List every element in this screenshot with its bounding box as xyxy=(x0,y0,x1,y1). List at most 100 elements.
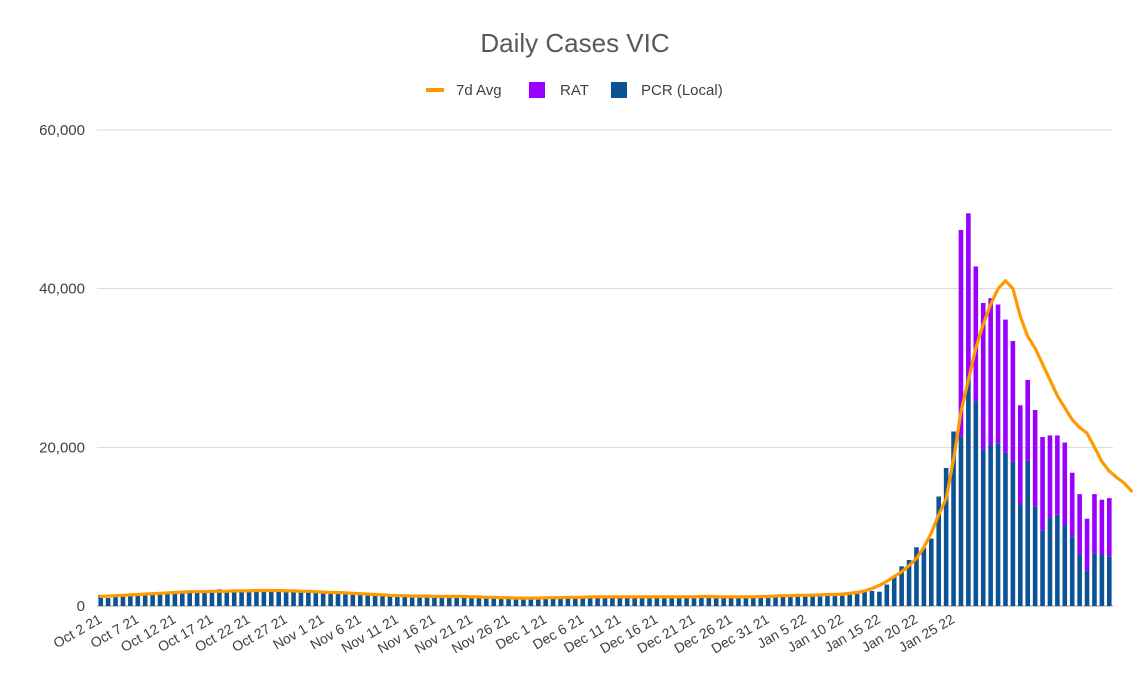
bar-pcr xyxy=(120,594,126,606)
bar-pcr xyxy=(1092,553,1097,606)
bar-pcr xyxy=(691,596,697,606)
bar-pcr xyxy=(832,596,838,606)
bar-pcr xyxy=(298,590,304,606)
bar-pcr xyxy=(773,596,778,606)
bar-rat xyxy=(1032,410,1038,507)
bar-pcr xyxy=(662,597,667,606)
bar-pcr xyxy=(684,596,689,606)
bar-pcr xyxy=(617,596,623,606)
bar-pcr xyxy=(862,590,867,606)
bar-pcr xyxy=(372,594,378,606)
legend-label-7d-avg: 7d Avg xyxy=(456,82,502,99)
bar-pcr xyxy=(914,547,919,606)
bar-pcr xyxy=(1062,525,1068,606)
legend-label-pcr: PCR (Local) xyxy=(641,82,723,99)
bar-pcr xyxy=(506,598,511,606)
bar-pcr xyxy=(409,597,415,606)
y-tick-label: 20,000 xyxy=(39,439,85,456)
bar-pcr xyxy=(624,597,630,606)
bar-pcr xyxy=(884,584,890,606)
bar-pcr xyxy=(580,597,586,606)
avg-line-group xyxy=(99,279,1134,600)
bar-pcr xyxy=(380,595,385,606)
bar-rat xyxy=(1106,498,1112,557)
bar-pcr xyxy=(765,596,771,606)
bar-pcr xyxy=(573,597,578,606)
bar-pcr xyxy=(550,597,556,606)
bar-pcr xyxy=(343,592,348,606)
bar-pcr xyxy=(966,379,971,606)
bar-pcr xyxy=(980,449,986,606)
bar-pcr xyxy=(795,596,801,606)
bar-pcr xyxy=(906,559,912,606)
bar-pcr xyxy=(498,598,504,606)
bar-pcr xyxy=(179,592,185,606)
bar-pcr xyxy=(595,596,600,606)
bar-rat xyxy=(995,304,1001,444)
bar-pcr xyxy=(788,596,793,606)
bar-pcr xyxy=(847,594,853,606)
bar-pcr xyxy=(113,595,118,606)
bar-rat xyxy=(988,298,993,445)
bar-pcr xyxy=(217,589,222,606)
bar-pcr xyxy=(209,592,215,606)
bar-pcr xyxy=(825,595,830,606)
bar-rat xyxy=(973,266,979,402)
bar-pcr xyxy=(728,597,734,606)
bar-pcr xyxy=(943,467,949,606)
bar-pcr xyxy=(1018,504,1023,606)
bar-pcr xyxy=(751,596,756,606)
bar-pcr xyxy=(1032,506,1038,606)
bar-pcr xyxy=(461,597,467,606)
bar-pcr xyxy=(128,594,133,606)
bar-pcr xyxy=(1047,517,1053,606)
bar-pcr xyxy=(817,596,823,606)
legend: 7d Avg RAT PCR (Local) xyxy=(426,82,723,99)
avg-line xyxy=(99,279,1134,600)
bar-rat xyxy=(958,229,964,437)
bar-rat xyxy=(1010,341,1016,462)
bar-pcr xyxy=(306,591,311,606)
gridlines xyxy=(97,129,1113,607)
bar-pcr xyxy=(973,401,979,606)
bar-pcr xyxy=(706,597,712,606)
bar-rat xyxy=(1099,499,1105,555)
bar-rat xyxy=(1025,379,1031,461)
bar-pcr xyxy=(202,590,207,606)
bar-pcr xyxy=(150,594,155,606)
y-tick-label: 60,000 xyxy=(39,122,85,139)
bar-pcr xyxy=(261,591,267,606)
bar-rat xyxy=(1040,437,1045,531)
bar-rat xyxy=(1069,472,1075,537)
bar-pcr xyxy=(610,597,615,606)
bar-pcr xyxy=(187,591,192,606)
bar-pcr xyxy=(476,597,482,606)
bar-pcr xyxy=(958,436,964,606)
bar-pcr xyxy=(565,597,571,606)
bar-rat xyxy=(980,302,986,450)
bar-pcr xyxy=(105,598,111,606)
bar-pcr xyxy=(1055,514,1060,606)
bar-pcr xyxy=(891,576,897,606)
bar-pcr xyxy=(424,596,430,606)
bar-pcr xyxy=(921,548,927,606)
bar-pcr xyxy=(1069,536,1075,606)
bar-pcr xyxy=(387,595,393,606)
bar-pcr xyxy=(854,590,860,606)
bar-pcr xyxy=(239,590,244,606)
bar-pcr xyxy=(395,595,400,606)
bar-pcr xyxy=(602,597,608,606)
bar-rat xyxy=(1055,435,1060,515)
bar-rat xyxy=(1077,494,1082,554)
bar-pcr xyxy=(877,591,882,606)
bar-pcr xyxy=(335,592,341,606)
bar-pcr xyxy=(491,598,497,606)
bar-pcr xyxy=(402,595,408,606)
legend-swatch-rat xyxy=(529,82,545,98)
bar-pcr xyxy=(639,597,645,606)
bar-pcr xyxy=(713,597,719,606)
bar-pcr xyxy=(951,431,956,606)
bar-rat xyxy=(1018,405,1023,505)
bar-pcr xyxy=(165,593,170,606)
